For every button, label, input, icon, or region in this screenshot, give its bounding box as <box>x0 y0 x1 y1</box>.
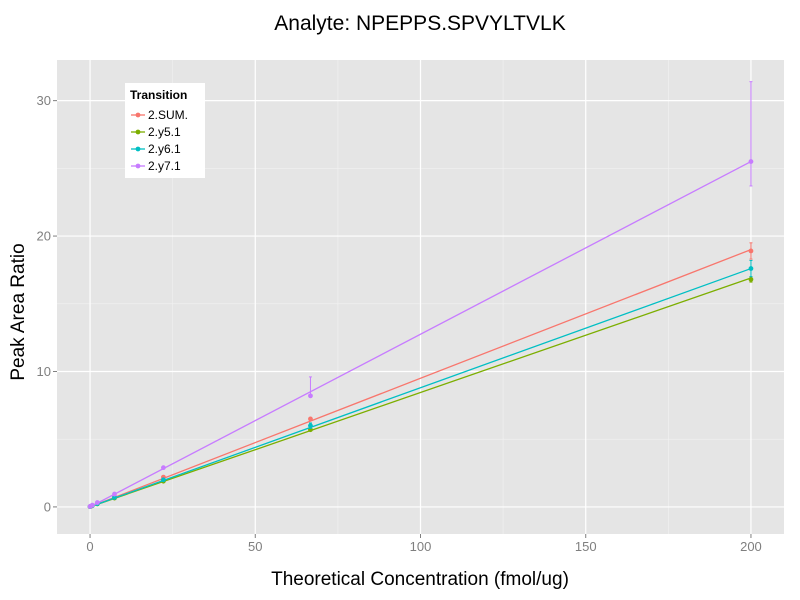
data-point <box>112 495 117 500</box>
x-axis-label: Theoretical Concentration (fmol/ug) <box>271 569 569 590</box>
data-point <box>308 393 313 399</box>
data-point <box>89 502 95 508</box>
y-tick-label: 20 <box>37 229 51 244</box>
data-point <box>748 248 754 254</box>
x-tick-label: 100 <box>410 539 432 554</box>
data-point <box>308 423 313 429</box>
fit-line <box>89 267 752 508</box>
legend-key-point <box>135 112 141 118</box>
x-tick-label: 200 <box>740 539 762 554</box>
fit-line <box>89 248 752 508</box>
data-point <box>161 465 166 471</box>
y-tick-label: 30 <box>37 93 51 108</box>
y-tick-label: 0 <box>44 499 51 514</box>
axis-ticks: 0 50 100 150 200 0 10 20 30 <box>37 93 762 554</box>
data-point <box>748 159 754 164</box>
fit-line <box>89 277 752 508</box>
legend-key-point <box>135 146 141 152</box>
x-tick-label: 0 <box>86 539 93 554</box>
data-point <box>308 416 313 422</box>
data-point <box>112 491 117 497</box>
legend-label: 2.y7.1 <box>148 159 181 173</box>
data-point <box>94 500 100 505</box>
y-tick-label: 10 <box>37 364 51 379</box>
x-tick-label: 150 <box>575 539 597 554</box>
legend-label: 2.y6.1 <box>148 142 181 156</box>
series-2-y7-1 <box>87 81 754 509</box>
legend: Transition 2.SUM. 2.y5.1 2.y6.1 2.y7.1 <box>125 83 205 178</box>
fit-line <box>89 160 752 508</box>
legend-key-point <box>135 129 141 135</box>
x-tick-label: 50 <box>248 539 262 554</box>
chart-title: Analyte: NPEPPS.SPVYLTVLK <box>274 12 566 35</box>
legend-label: 2.y5.1 <box>148 125 181 139</box>
series-layer <box>87 81 754 510</box>
legend-key-point <box>135 163 141 169</box>
legend-title: Transition <box>130 88 187 102</box>
legend-label: 2.SUM. <box>148 108 188 122</box>
data-point <box>748 266 754 271</box>
data-point <box>748 276 754 282</box>
data-point <box>161 477 166 483</box>
